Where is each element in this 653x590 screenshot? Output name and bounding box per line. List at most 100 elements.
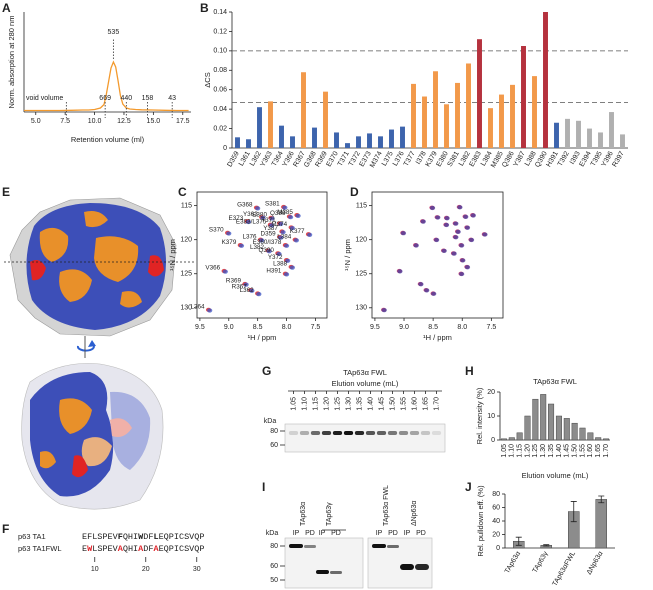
residue-segment: EFLSPEV xyxy=(82,532,119,542)
y-tick-label: 115 xyxy=(356,202,367,209)
bar xyxy=(455,82,460,148)
bar xyxy=(499,94,504,148)
nmr-peak xyxy=(453,235,459,240)
peak-assignment: E380 xyxy=(252,212,267,219)
panel-label: F xyxy=(2,522,9,536)
gel-i-membrane xyxy=(284,537,364,589)
y-tick-label: 0.12 xyxy=(213,28,227,35)
chromatogram-line xyxy=(24,60,189,112)
nmr-peak xyxy=(468,237,475,243)
gel-band xyxy=(354,431,365,435)
peak-assignment: L388 xyxy=(273,261,288,268)
peak-assignment: Y372 xyxy=(268,254,283,261)
gel-g-membrane xyxy=(284,423,446,453)
x-tick-label: 8.5 xyxy=(253,324,263,331)
nmr-peak xyxy=(295,213,301,218)
bar xyxy=(334,132,339,148)
nmr-peak xyxy=(269,216,275,221)
peak-assignment: L382 xyxy=(250,244,265,251)
peak-assignment: L376 xyxy=(243,233,258,240)
x-tick-label: 1.50 xyxy=(571,444,578,458)
peak-assignment: D359 xyxy=(261,231,277,238)
residue-segment: E xyxy=(82,544,87,554)
residue-segment: DF xyxy=(143,532,153,542)
bar xyxy=(444,104,449,148)
error-bar xyxy=(515,536,522,546)
nmr-peak xyxy=(420,219,426,224)
y-tick-label: 20 xyxy=(492,531,500,538)
lane-label: IP xyxy=(376,530,383,537)
structure-bottom xyxy=(21,363,164,510)
bar xyxy=(554,122,559,148)
standard-label: void volume xyxy=(26,95,63,102)
lane-label: 1.40 xyxy=(367,397,374,411)
x-tick-label: D359 xyxy=(226,150,240,168)
bar xyxy=(422,96,427,148)
x-tick-label: 9.5 xyxy=(195,324,205,331)
bar xyxy=(279,125,284,148)
lane-label: 1.30 xyxy=(345,397,352,411)
nmr-peak xyxy=(460,258,466,263)
lane-label: PD xyxy=(305,530,315,537)
bar xyxy=(477,39,482,149)
nmr-peak xyxy=(259,238,265,243)
standard-label: 158 xyxy=(142,95,154,102)
sequence: EWLSPEVAQHIADFAEQPICSVQP xyxy=(82,544,205,554)
group-label: ΔNp63α xyxy=(411,501,418,526)
nmr-peak xyxy=(207,308,213,313)
x-axis-title: ¹H / ppm xyxy=(423,333,452,342)
peak-assignment: E383/L375 xyxy=(236,218,267,225)
x-tick-label: 1.35 xyxy=(548,444,555,458)
x-tick-label: 1.55 xyxy=(579,444,586,458)
lane-label: 1.35 xyxy=(356,397,363,411)
lane-label: 1.65 xyxy=(422,397,429,411)
nmr-peak xyxy=(285,258,291,263)
nmr-peak xyxy=(434,237,440,243)
peak-assignment: H391 xyxy=(266,267,282,274)
panel-label: D xyxy=(350,185,359,199)
bar xyxy=(508,437,515,441)
x-axis-title: Retention volume (ml) xyxy=(71,135,145,144)
bar xyxy=(563,418,570,441)
lane-label: 1.45 xyxy=(378,397,385,411)
x-tick-label: 1.15 xyxy=(516,444,523,458)
peak-assignment: R369 xyxy=(226,278,242,285)
kda-marker: 80 xyxy=(270,543,278,550)
kda-marker: 50 xyxy=(270,577,278,584)
bar xyxy=(555,415,562,441)
peak-assignment: Y363 xyxy=(243,211,258,218)
x-tick-label: 1.70 xyxy=(603,444,610,458)
residue-segment: A xyxy=(138,544,144,554)
bar xyxy=(488,108,493,148)
lane-label: IP xyxy=(293,530,300,537)
nmr-peak xyxy=(443,222,450,228)
nmr-peak xyxy=(435,215,441,220)
nmr-peak xyxy=(260,215,266,220)
bar xyxy=(510,84,515,148)
gel-band xyxy=(376,431,387,435)
y-axis-title: Rel. intensity (%) xyxy=(475,387,484,444)
x-tick-label: T377 xyxy=(403,150,417,167)
rotation-icon xyxy=(76,336,96,358)
x-tick-label: 7.5 xyxy=(486,324,496,331)
nmr-peak xyxy=(464,265,471,270)
x-tick-label: 10.0 xyxy=(88,118,102,125)
bar xyxy=(389,129,394,148)
kda-label: kDa xyxy=(266,530,279,537)
bar xyxy=(620,134,625,148)
x-tick-label: 9.0 xyxy=(224,324,234,331)
y-tick-label: 120 xyxy=(180,237,192,244)
bar xyxy=(595,499,607,549)
bar xyxy=(565,118,570,148)
x-tick-label: ΔNp63α xyxy=(586,550,605,576)
bar xyxy=(521,46,526,148)
lane-label: PD xyxy=(388,530,398,537)
x-tick-label: TAp63αFWL xyxy=(552,550,578,587)
residue-segment: QHI xyxy=(123,532,138,542)
nmr-peak xyxy=(431,291,437,296)
nmr-peak xyxy=(245,219,252,225)
nmr-peak xyxy=(280,230,286,235)
x-tick-label: 8.0 xyxy=(457,324,467,331)
gel-band xyxy=(288,431,299,435)
